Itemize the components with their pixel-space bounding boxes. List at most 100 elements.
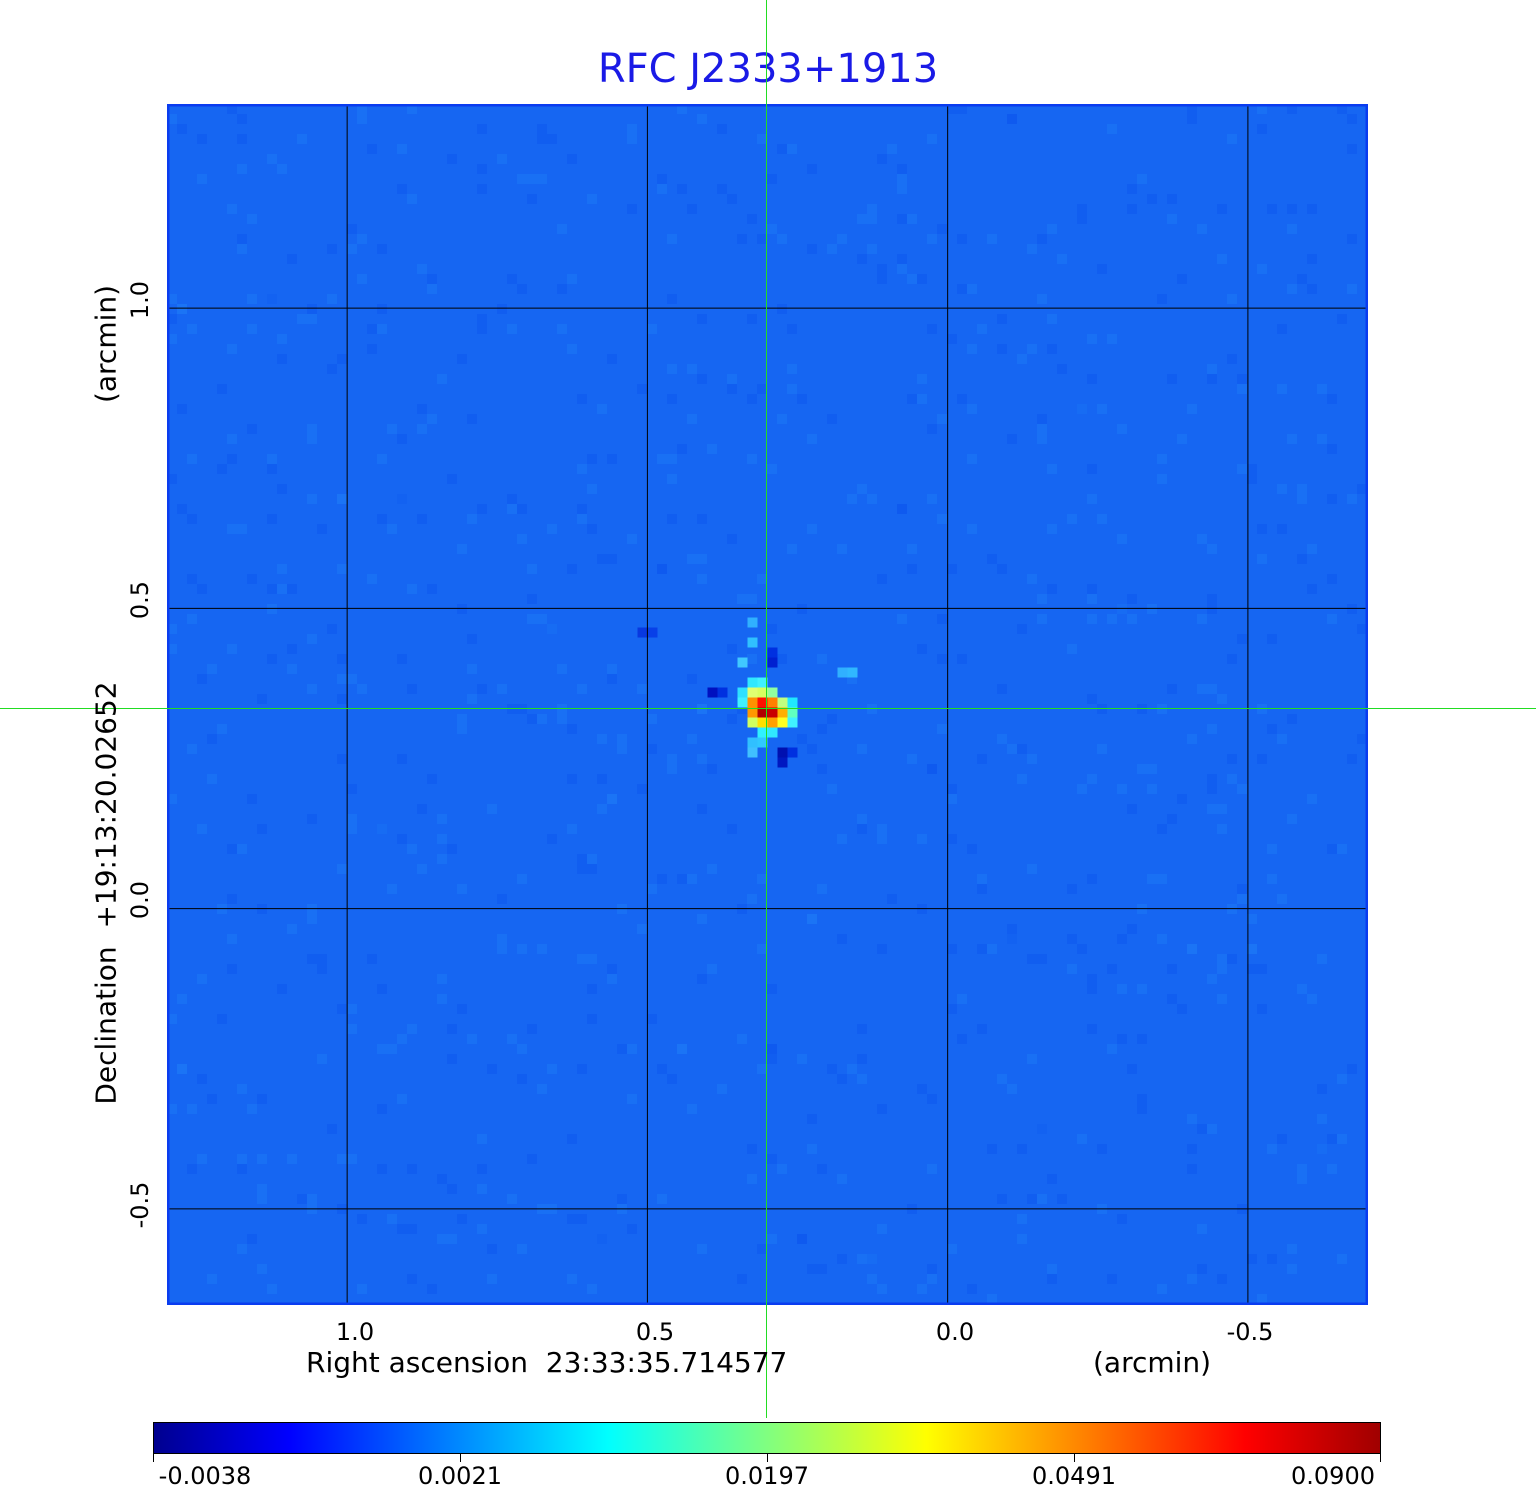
noise-pixel	[817, 884, 827, 894]
y-axis-label: Declination +19:13:20.02652	[89, 681, 123, 1105]
noise-pixel	[757, 234, 767, 244]
noise-pixel	[957, 284, 967, 294]
noise-pixel	[657, 454, 667, 464]
noise-pixel	[957, 994, 967, 1004]
x-axis-label: Right ascension 23:33:35.714577	[306, 1346, 788, 1379]
noise-pixel	[527, 564, 537, 574]
noise-pixel	[687, 734, 697, 744]
noise-pixel	[597, 554, 607, 564]
noise-pixel	[1267, 204, 1277, 214]
noise-pixel	[1027, 244, 1037, 254]
noise-pixel	[1287, 204, 1297, 214]
noise-pixel	[1087, 694, 1097, 704]
noise-pixel	[1327, 574, 1337, 584]
noise-pixel	[1007, 744, 1017, 754]
heatmap-pixel	[747, 617, 758, 628]
noise-pixel	[1077, 784, 1087, 794]
noise-pixel	[1277, 524, 1287, 534]
noise-pixel	[977, 944, 987, 954]
noise-pixel	[627, 1224, 637, 1234]
noise-pixel	[1047, 524, 1057, 534]
noise-pixel	[357, 104, 367, 114]
noise-pixel	[347, 244, 357, 254]
noise-pixel	[517, 1044, 527, 1054]
noise-pixel	[867, 494, 877, 504]
noise-pixel	[907, 544, 917, 554]
noise-pixel	[787, 144, 797, 154]
noise-pixel	[537, 614, 547, 624]
noise-pixel	[437, 1234, 447, 1244]
noise-pixel	[1197, 1124, 1207, 1134]
noise-pixel	[627, 1094, 637, 1104]
noise-pixel	[247, 1104, 257, 1114]
noise-pixel	[557, 224, 567, 234]
noise-pixel	[927, 1264, 937, 1274]
noise-pixel	[617, 1044, 627, 1054]
noise-pixel	[927, 234, 937, 244]
noise-pixel	[717, 124, 727, 134]
noise-pixel	[757, 944, 767, 954]
noise-pixel	[757, 874, 767, 884]
noise-pixel	[1087, 1024, 1097, 1034]
noise-pixel	[567, 274, 577, 284]
noise-pixel	[1147, 784, 1157, 794]
heatmap-pixel	[767, 657, 778, 668]
noise-pixel	[917, 1284, 927, 1294]
noise-pixel	[1337, 844, 1347, 854]
noise-pixel	[917, 834, 927, 844]
noise-pixel	[627, 534, 637, 544]
noise-pixel	[1157, 874, 1167, 884]
noise-pixel	[197, 674, 207, 684]
noise-pixel	[927, 134, 937, 144]
noise-pixel	[727, 714, 737, 724]
noise-pixel	[897, 184, 907, 194]
heatmap-pixel	[647, 627, 658, 638]
noise-pixel	[1107, 614, 1117, 624]
noise-pixel	[1297, 1164, 1307, 1174]
noise-pixel	[1347, 144, 1357, 154]
noise-pixel	[657, 1064, 667, 1074]
noise-pixel	[187, 514, 197, 524]
noise-pixel	[1287, 714, 1297, 724]
noise-pixel	[1287, 104, 1297, 114]
noise-pixel	[747, 314, 757, 324]
noise-pixel	[207, 1094, 217, 1104]
noise-pixel	[1097, 744, 1107, 754]
noise-pixel	[947, 834, 957, 844]
noise-pixel	[477, 184, 487, 194]
noise-pixel	[1197, 1264, 1207, 1274]
grid-lines	[167, 104, 1368, 1305]
noise-pixel	[337, 1154, 347, 1164]
noise-pixel	[357, 1214, 367, 1224]
noise-pixel	[447, 154, 457, 164]
noise-pixel	[687, 364, 697, 374]
noise-pixel	[1087, 494, 1097, 504]
noise-pixel	[457, 544, 467, 554]
noise-pixel	[377, 514, 387, 524]
noise-pixel	[667, 394, 677, 404]
noise-pixel	[1317, 1114, 1327, 1124]
noise-pixel	[1087, 594, 1097, 604]
noise-pixel	[1287, 814, 1297, 824]
noise-pixel	[1167, 194, 1177, 204]
noise-pixel	[767, 464, 777, 474]
noise-pixel	[767, 984, 777, 994]
noise-pixel	[807, 164, 817, 174]
noise-pixel	[697, 514, 707, 524]
noise-pixel	[1157, 294, 1167, 304]
colorbar-tick-label: 0.0900	[1291, 1462, 1375, 1490]
noise-pixel	[507, 1034, 517, 1044]
noise-pixel	[1147, 604, 1157, 614]
noise-pixel	[837, 1174, 847, 1184]
noise-pixel	[927, 324, 937, 334]
noise-pixel	[1247, 474, 1257, 484]
noise-pixel	[697, 804, 707, 814]
noise-pixel	[947, 1004, 957, 1014]
noise-pixel	[307, 494, 317, 504]
noise-pixel	[1137, 1104, 1147, 1114]
noise-pixel	[357, 274, 367, 284]
noise-pixel	[477, 164, 487, 174]
noise-pixel	[277, 584, 287, 594]
noise-pixel	[357, 234, 367, 244]
noise-pixel	[1027, 1054, 1037, 1064]
